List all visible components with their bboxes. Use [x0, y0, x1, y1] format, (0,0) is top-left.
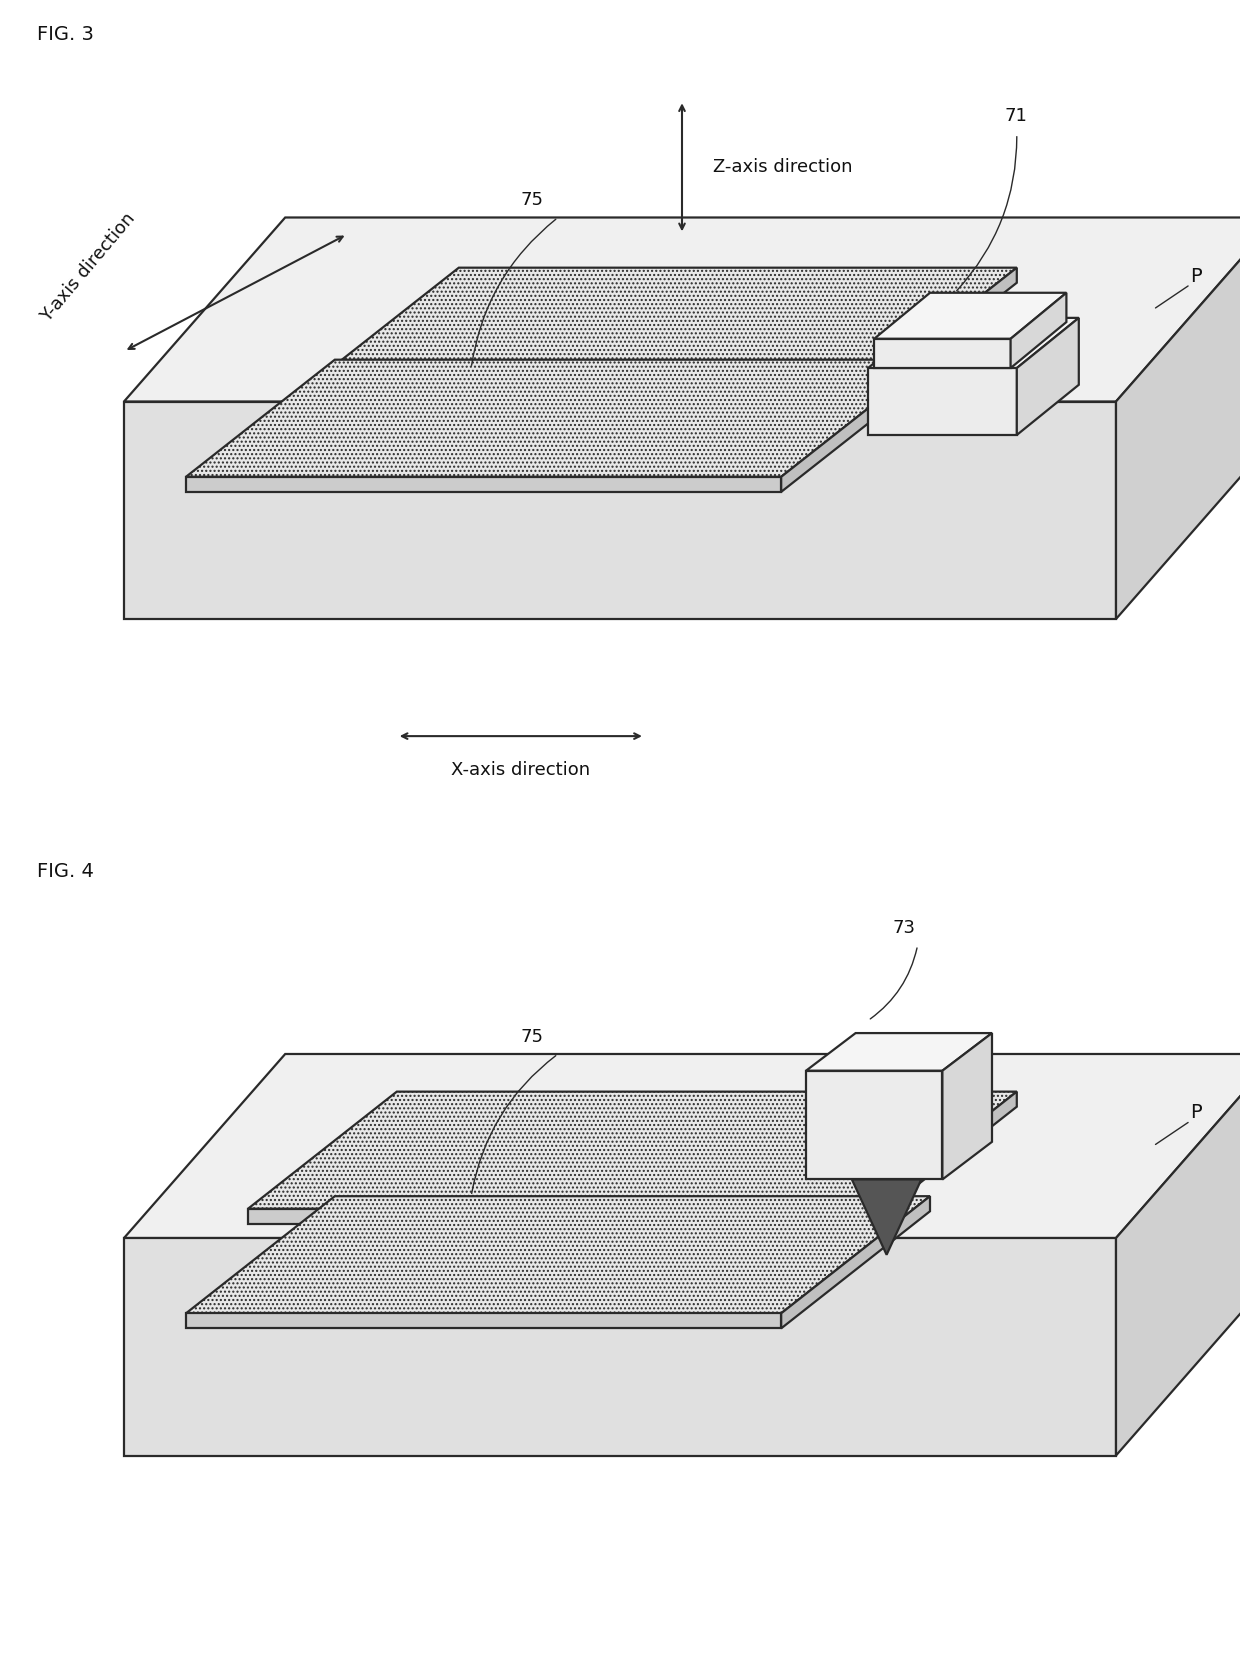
- Polygon shape: [806, 1071, 942, 1179]
- Polygon shape: [124, 1054, 1240, 1238]
- Polygon shape: [868, 1092, 1017, 1225]
- Polygon shape: [1017, 318, 1079, 435]
- Text: Y-axis direction: Y-axis direction: [37, 209, 139, 326]
- Polygon shape: [806, 1032, 992, 1071]
- Polygon shape: [1011, 293, 1066, 368]
- Polygon shape: [1116, 217, 1240, 619]
- Polygon shape: [186, 360, 930, 477]
- Polygon shape: [310, 385, 868, 400]
- Polygon shape: [186, 1313, 781, 1328]
- Polygon shape: [310, 268, 1017, 385]
- Polygon shape: [248, 1208, 868, 1225]
- Polygon shape: [852, 1179, 921, 1255]
- Polygon shape: [874, 340, 1011, 368]
- Text: 75: 75: [521, 1027, 544, 1046]
- Polygon shape: [1116, 1054, 1240, 1456]
- Text: FIG. 3: FIG. 3: [37, 25, 94, 43]
- Polygon shape: [186, 477, 781, 492]
- Polygon shape: [868, 318, 1079, 368]
- Text: FIG. 4: FIG. 4: [37, 862, 94, 880]
- Polygon shape: [248, 1092, 1017, 1208]
- Text: 73: 73: [893, 918, 916, 937]
- Polygon shape: [781, 360, 930, 492]
- Text: Z-axis direction: Z-axis direction: [713, 159, 853, 176]
- Polygon shape: [124, 217, 1240, 402]
- Text: P: P: [1190, 1103, 1202, 1123]
- Polygon shape: [942, 1032, 992, 1179]
- Polygon shape: [124, 1238, 1116, 1456]
- Text: X-axis direction: X-axis direction: [451, 761, 590, 778]
- Polygon shape: [781, 1196, 930, 1328]
- Polygon shape: [868, 268, 1017, 400]
- Text: P: P: [1190, 266, 1202, 286]
- Polygon shape: [868, 368, 1017, 435]
- Text: 71: 71: [1004, 107, 1027, 125]
- Polygon shape: [874, 293, 1066, 340]
- Polygon shape: [186, 1196, 930, 1313]
- Polygon shape: [124, 402, 1116, 619]
- Text: 75: 75: [521, 191, 544, 209]
